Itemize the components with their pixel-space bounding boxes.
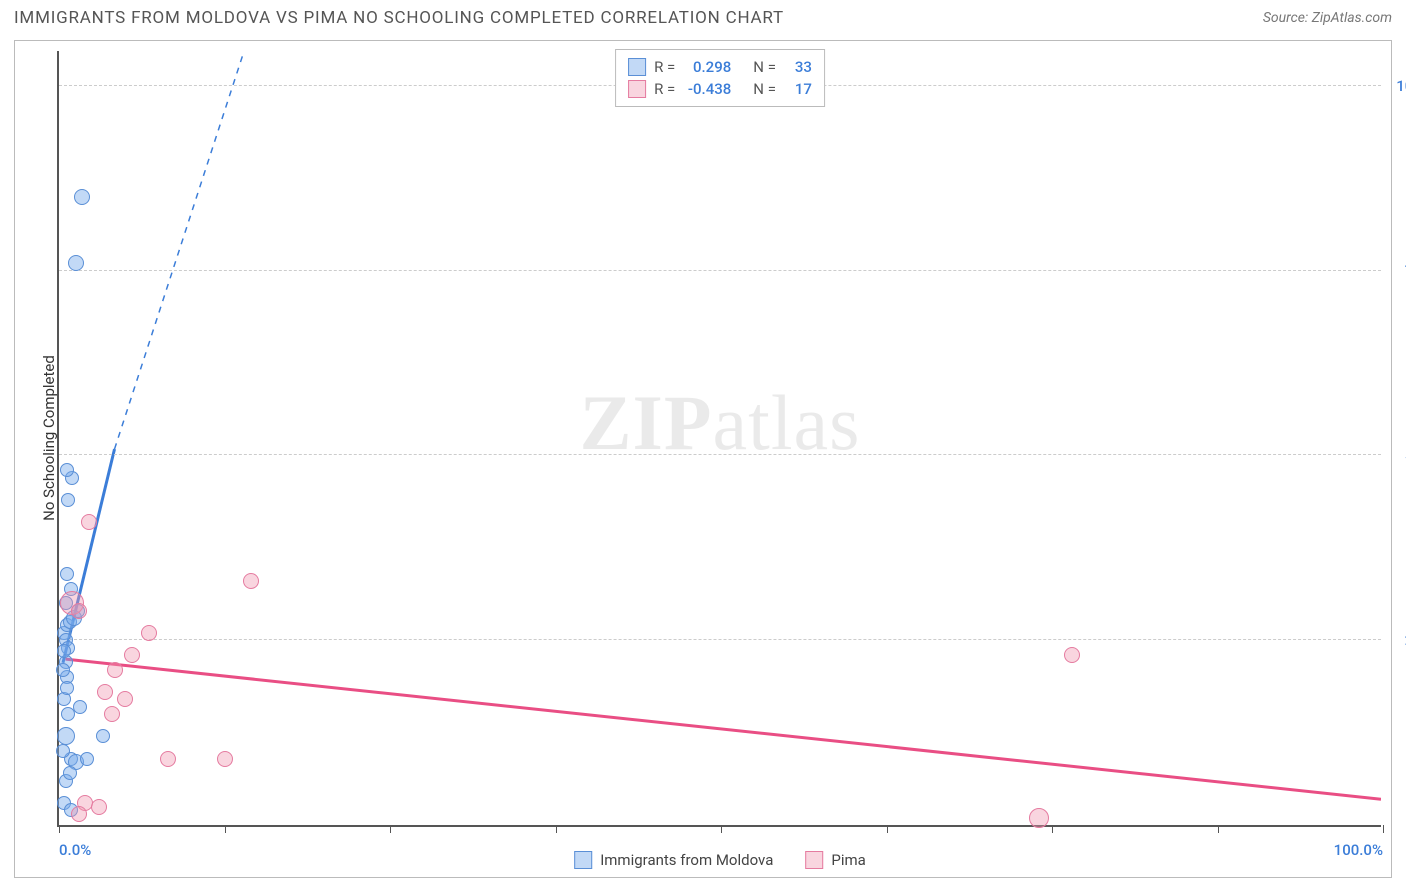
data-point-moldova (61, 493, 75, 507)
series-legend-label: Pima (831, 851, 865, 869)
data-point-moldova (74, 189, 90, 205)
x-tick (721, 825, 722, 833)
x-tick (1383, 825, 1384, 833)
x-tick (225, 825, 226, 833)
y-tick-label: 5.0% (1387, 446, 1406, 464)
data-point-pima (243, 573, 259, 589)
x-tick (556, 825, 557, 833)
legend-row-pima: R = -0.438 N = 17 (628, 78, 812, 100)
correlation-legend: R = 0.298 N = 33 R = -0.438 N = 17 (615, 49, 825, 107)
y-axis-label: No Schooling Completed (40, 355, 58, 521)
legend-swatch (628, 80, 646, 98)
series-legend-item: Immigrants from Moldova (574, 851, 773, 869)
data-point-moldova (57, 644, 71, 658)
chart-title: IMMIGRANTS FROM MOLDOVA VS PIMA NO SCHOO… (14, 8, 784, 28)
source-attribution: Source: ZipAtlas.com (1263, 10, 1392, 26)
data-point-pima (104, 706, 120, 722)
data-point-pima (217, 751, 233, 767)
data-point-moldova (60, 463, 74, 477)
x-tick (1218, 825, 1219, 833)
n-value: 33 (784, 58, 812, 76)
legend-swatch (628, 58, 646, 76)
x-tick-label: 0.0% (59, 841, 91, 859)
data-point-moldova (63, 766, 77, 780)
data-point-moldova (80, 752, 94, 766)
data-point-pima (71, 603, 87, 619)
r-value: -0.438 (683, 80, 731, 98)
data-point-pima (91, 799, 107, 815)
y-tick-label: 10.0% (1387, 77, 1406, 95)
data-point-moldova (60, 681, 74, 695)
n-value: 17 (784, 80, 812, 98)
legend-swatch (805, 851, 823, 869)
data-point-pima (141, 625, 157, 641)
plot-area: No Schooling Completed ZIPatlas R =0.298… (57, 51, 1381, 827)
x-tick-label: 100.0% (1334, 841, 1383, 859)
data-point-moldova (56, 744, 70, 758)
n-label: N = (753, 80, 776, 98)
data-point-moldova (56, 663, 70, 677)
data-point-pima (81, 514, 97, 530)
r-label: R = (654, 58, 675, 76)
x-tick (390, 825, 391, 833)
data-point-moldova (96, 729, 110, 743)
n-label: N = (753, 58, 776, 76)
y-tick-label: 7.5% (1387, 262, 1406, 280)
x-tick (59, 825, 60, 833)
x-tick (887, 825, 888, 833)
data-point-pima (1064, 647, 1080, 663)
y-tick-label: 2.5% (1387, 631, 1406, 649)
data-point-pima (124, 647, 140, 663)
series-legend-item: Pima (805, 851, 865, 869)
legend-row-moldova: R = 0.298 N = 33 (628, 56, 812, 78)
data-point-moldova (73, 700, 87, 714)
data-point-pima (1029, 808, 1049, 828)
trend-lines (59, 51, 1381, 825)
data-point-pima (160, 751, 176, 767)
legend-swatch (574, 851, 592, 869)
data-point-pima (97, 684, 113, 700)
gridline-h (59, 639, 1381, 640)
data-point-pima (107, 662, 123, 678)
r-label: R = (654, 80, 675, 98)
data-point-pima (117, 691, 133, 707)
series-legend-label: Immigrants from Moldova (600, 851, 773, 869)
r-value: 0.298 (683, 58, 731, 76)
x-tick (1052, 825, 1053, 833)
chart-frame: No Schooling Completed ZIPatlas R =0.298… (14, 40, 1392, 878)
data-point-moldova (60, 567, 74, 581)
data-point-moldova (68, 255, 84, 271)
gridline-h (59, 270, 1381, 271)
data-point-moldova (57, 727, 75, 745)
series-legend: Immigrants from Moldova Pima (574, 851, 866, 869)
data-point-pima (71, 806, 87, 822)
gridline-h (59, 454, 1381, 455)
